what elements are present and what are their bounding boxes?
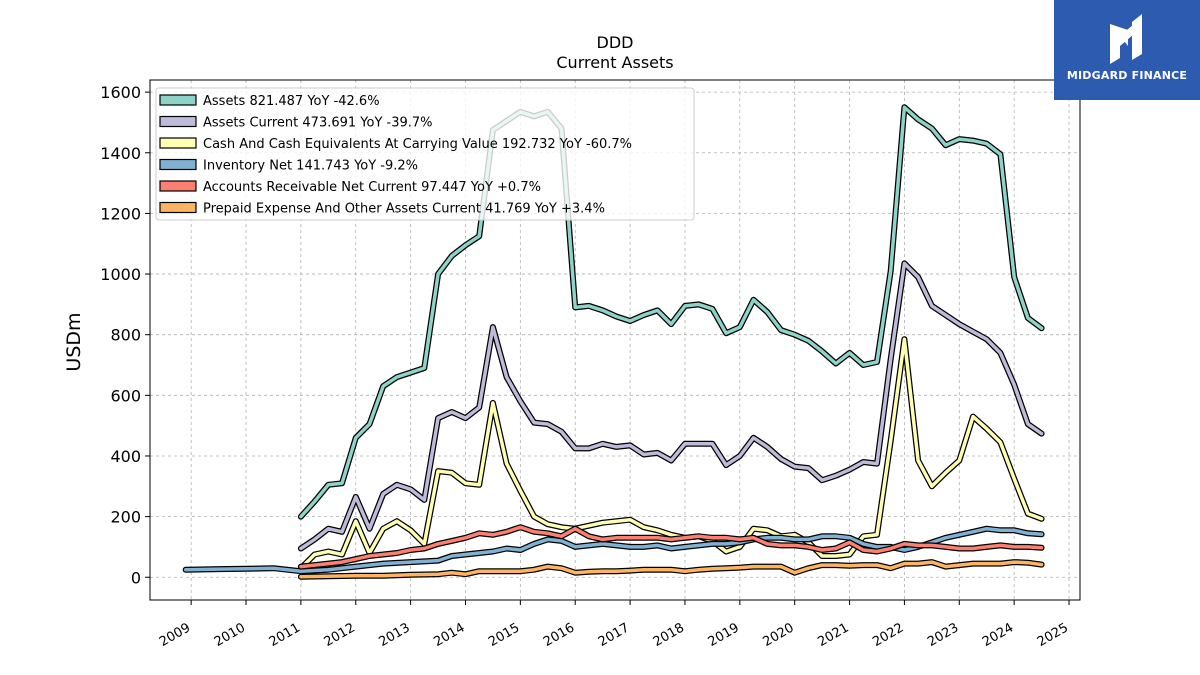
legend-box <box>155 87 695 221</box>
chart-title: DDD <box>597 33 634 52</box>
legend-label: Cash And Cash Equivalents At Carrying Va… <box>203 137 632 152</box>
x-tick-label: 2024 <box>980 620 1016 650</box>
plot-frame <box>149 79 1081 601</box>
x-tick-label: 2016 <box>541 620 577 650</box>
x-tick-label: 2012 <box>322 620 358 650</box>
x-tick-label: 2023 <box>925 620 961 650</box>
chart-subtitle: Current Assets <box>556 53 673 72</box>
x-tick-label: 2009 <box>157 620 193 650</box>
x-tick-label: 2017 <box>596 620 632 650</box>
brand-name: MIDGARD FINANCE <box>1066 69 1188 82</box>
legend-label: Assets 821.487 YoY -42.6% <box>203 94 380 109</box>
y-tick-label: 1600 <box>100 83 141 102</box>
legend-label: Accounts Receivable Net Current 97.447 Y… <box>203 180 541 195</box>
series-line-1 <box>299 261 1044 551</box>
y-tick-label: 800 <box>110 326 141 345</box>
y-axis-label: USDm <box>63 312 85 371</box>
legend: Assets 821.487 YoY -42.6% Assets Current … <box>155 87 695 221</box>
x-tick-label: 2010 <box>212 620 248 650</box>
series-line-4 <box>299 525 1044 569</box>
x-tick-label: 2025 <box>1035 620 1071 650</box>
x-tick-label: 2013 <box>376 620 412 650</box>
midgard-finance-logo: MIDGARD FINANCE <box>1054 0 1200 100</box>
legend-swatch <box>159 137 197 149</box>
series-line-0 <box>299 105 1044 519</box>
y-axis-ticks: 0 200 400 600 800 1000 1200 1400 1600 <box>100 83 150 587</box>
legend-swatch <box>159 180 197 192</box>
x-tick-label: 2018 <box>651 620 687 650</box>
y-tick-label: 400 <box>110 447 141 466</box>
x-tick-label: 2021 <box>815 620 851 650</box>
y-tick-label: 1200 <box>100 204 141 223</box>
y-tick-label: 1400 <box>100 144 141 163</box>
legend-swatch <box>159 158 197 171</box>
x-tick-label: 2022 <box>870 620 906 650</box>
x-tick-label: 2019 <box>706 620 742 650</box>
series-line-2 <box>299 337 1044 570</box>
x-tick-label: 2014 <box>431 620 467 650</box>
legend-label: Prepaid Expense And Other Assets Current… <box>203 202 605 217</box>
y-tick-label: 1000 <box>100 265 141 284</box>
y-tick-label: 200 <box>110 508 141 527</box>
x-tick-label: 2011 <box>267 620 303 650</box>
legend-label: Inventory Net 141.743 YoY -9.2% <box>203 159 418 174</box>
x-tick-label: 2020 <box>761 620 797 650</box>
y-tick-label: 0 <box>131 568 141 587</box>
y-tick-label: 600 <box>110 386 141 405</box>
series-line-5 <box>299 560 1044 579</box>
legend-swatch <box>159 201 197 214</box>
legend-swatch <box>159 94 197 106</box>
legend-swatch <box>159 115 197 128</box>
logo-mark-icon <box>1110 14 1142 64</box>
series-lines <box>182 104 1045 580</box>
x-axis-ticks: 2009 2010 2011 2012 2013 2014 2015 2016 2017 2018… <box>157 600 1071 650</box>
x-tick-label: 2015 <box>486 620 522 650</box>
legend-label: Assets Current 473.691 YoY -39.7% <box>203 116 433 131</box>
